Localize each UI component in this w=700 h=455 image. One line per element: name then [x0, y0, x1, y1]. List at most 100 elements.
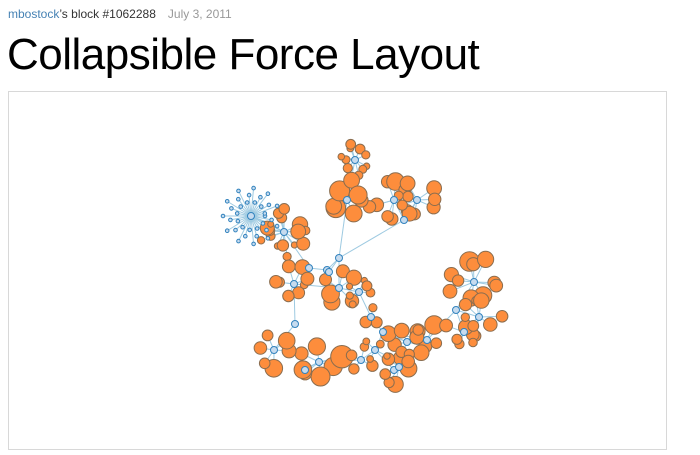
leaf-node[interactable] [451, 274, 465, 287]
leaf-node[interactable] [251, 241, 256, 247]
internal-node[interactable] [290, 280, 298, 288]
leaf-node[interactable] [236, 238, 241, 244]
leaf-node[interactable] [348, 185, 368, 205]
internal-node[interactable] [270, 346, 278, 354]
internal-node[interactable] [351, 156, 359, 164]
leaf-node[interactable] [278, 203, 291, 215]
leaf-node[interactable] [259, 204, 264, 209]
internal-node[interactable] [280, 228, 288, 236]
leaf-node[interactable] [228, 217, 233, 223]
leaf-node[interactable] [233, 227, 238, 233]
leaf-node[interactable] [220, 213, 226, 219]
internal-node[interactable] [475, 313, 483, 321]
leaf-node[interactable] [282, 251, 292, 262]
internal-node[interactable] [390, 196, 398, 204]
internal-node[interactable] [335, 284, 343, 292]
leaf-node[interactable] [258, 194, 263, 200]
visualization-frame[interactable] [8, 91, 667, 450]
leaf-node[interactable] [473, 292, 490, 309]
leaf-node[interactable] [412, 344, 430, 362]
internal-node[interactable] [315, 358, 323, 366]
internal-node[interactable] [291, 320, 299, 328]
leaf-node[interactable] [345, 138, 357, 150]
leaf-node[interactable] [251, 185, 256, 191]
leaf-node[interactable] [236, 196, 241, 202]
leaf-node[interactable] [310, 366, 331, 387]
leaf-node[interactable] [266, 202, 272, 208]
leaf-node[interactable] [401, 354, 416, 369]
leaf-node[interactable] [276, 239, 290, 252]
leaf-node[interactable] [412, 324, 424, 336]
leaf-node[interactable] [256, 236, 266, 245]
leaf-node[interactable] [361, 150, 371, 160]
leaf-node[interactable] [467, 320, 480, 332]
leaf-node[interactable] [366, 355, 375, 363]
leaf-node[interactable] [345, 349, 358, 362]
leaf-node[interactable] [247, 227, 252, 233]
leaf-node[interactable] [428, 192, 442, 207]
leaf-node[interactable] [269, 217, 274, 223]
leaf-node[interactable] [300, 271, 315, 286]
force-layout-svg[interactable] [9, 92, 666, 449]
leaf-node[interactable] [274, 223, 280, 229]
leaf-node[interactable] [354, 143, 366, 155]
leaf-node[interactable] [265, 236, 271, 241]
internal-node[interactable] [413, 196, 421, 204]
internal-node[interactable] [305, 264, 313, 272]
internal-node[interactable] [452, 306, 460, 314]
leaf-node[interactable] [361, 280, 373, 292]
leaf-node[interactable] [458, 298, 473, 312]
leaf-node[interactable] [261, 329, 274, 342]
leaf-node[interactable] [451, 333, 463, 345]
leaf-node[interactable] [253, 341, 268, 355]
leaf-node[interactable] [345, 282, 354, 290]
leaf-node[interactable] [483, 317, 498, 332]
leaf-node[interactable] [224, 199, 230, 204]
internal-node[interactable] [423, 336, 431, 344]
leaf-node[interactable] [235, 218, 241, 224]
internal-node[interactable] [367, 313, 375, 321]
leaf-node[interactable] [439, 318, 454, 333]
leaf-node[interactable] [260, 221, 266, 226]
leaf-node[interactable] [375, 339, 385, 349]
internal-node[interactable] [371, 346, 379, 354]
leaf-node[interactable] [274, 203, 280, 209]
internal-node[interactable] [301, 366, 309, 374]
leaf-node[interactable] [290, 223, 307, 240]
internal-node[interactable] [395, 363, 403, 371]
leaf-node[interactable] [262, 211, 268, 216]
leaf-node[interactable] [264, 227, 269, 233]
leaf-node[interactable] [269, 275, 283, 289]
internal-node[interactable] [400, 216, 408, 224]
leaf-node[interactable] [495, 310, 509, 323]
leaf-node[interactable] [477, 250, 495, 268]
leaf-node[interactable] [362, 337, 371, 346]
leaf-node[interactable] [344, 204, 363, 223]
leaf-node[interactable] [238, 204, 243, 209]
leaf-node[interactable] [234, 211, 240, 216]
leaf-node[interactable] [368, 303, 378, 313]
leaf-node[interactable] [321, 284, 340, 304]
leaf-node[interactable] [258, 357, 271, 370]
leaf-node[interactable] [348, 363, 360, 375]
leaf-node[interactable] [281, 259, 296, 274]
leaf-node[interactable] [240, 224, 245, 230]
leaf-node[interactable] [224, 228, 230, 233]
leaf-node[interactable] [379, 368, 392, 380]
internal-node[interactable] [343, 196, 351, 204]
leaf-node[interactable] [393, 322, 410, 339]
leaf-node[interactable] [383, 352, 391, 360]
leaf-node[interactable] [489, 278, 504, 293]
leaf-node[interactable] [381, 210, 394, 223]
leaf-node[interactable] [396, 199, 408, 211]
author-link[interactable]: mbostock [8, 7, 60, 21]
leaf-node[interactable] [229, 206, 234, 211]
internal-node[interactable] [325, 268, 333, 276]
leaf-node[interactable] [243, 233, 248, 239]
leaf-node[interactable] [267, 220, 275, 228]
internal-node[interactable] [355, 288, 363, 296]
leaf-node[interactable] [337, 152, 346, 161]
leaf-node[interactable] [252, 200, 258, 205]
leaf-node[interactable] [430, 337, 443, 349]
leaf-node[interactable] [460, 312, 470, 323]
